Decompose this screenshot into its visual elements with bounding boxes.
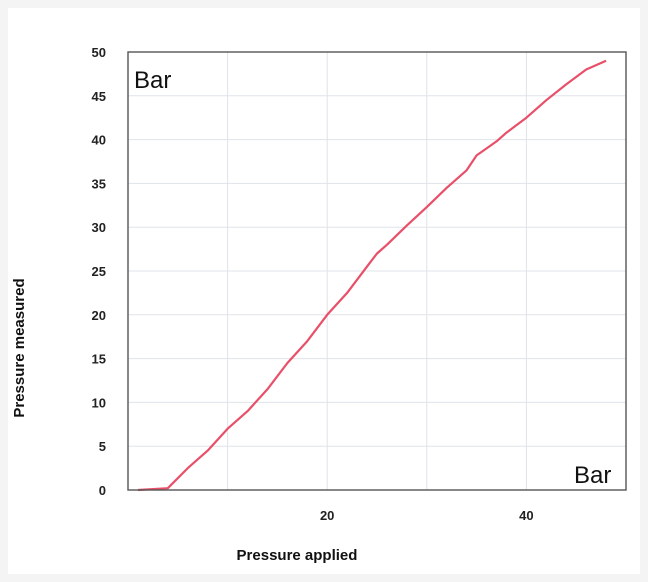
- tick-labels: 0 5 10 15 20 25 30 35 40 45 50 20 40: [92, 45, 534, 523]
- x-unit-label: Bar: [574, 462, 611, 489]
- series-layer: [137, 59, 607, 492]
- y-tick-label: 15: [92, 352, 106, 367]
- y-tick-label: 0: [99, 483, 106, 498]
- y-tick-label: 40: [92, 133, 106, 148]
- x-tick-label: 20: [320, 508, 334, 523]
- y-unit-label: Bar: [134, 67, 171, 94]
- y-axis-title: Pressure measured: [11, 278, 28, 417]
- y-tick-label: 35: [92, 176, 106, 191]
- y-tick-label: 45: [92, 89, 106, 104]
- line-chart: 0 5 10 15 20 25 30 35 40 45 50 20 40 Bar Bar Pressur…: [11, 45, 627, 564]
- y-tick-label: 5: [99, 439, 106, 454]
- series-line: [137, 59, 607, 492]
- y-tick-label: 10: [92, 395, 106, 410]
- x-axis-title: Pressure applied: [237, 547, 358, 564]
- y-tick-label: 25: [92, 264, 106, 279]
- chart-frame: 0 5 10 15 20 25 30 35 40 45 50 20 40 Bar Bar Pressur…: [8, 8, 640, 574]
- grid: [128, 52, 626, 490]
- y-tick-label: 20: [92, 308, 106, 323]
- x-tick-label: 40: [519, 508, 533, 523]
- plot-border: [127, 51, 627, 491]
- y-tick-label: 30: [92, 220, 106, 235]
- y-tick-label: 50: [92, 45, 106, 60]
